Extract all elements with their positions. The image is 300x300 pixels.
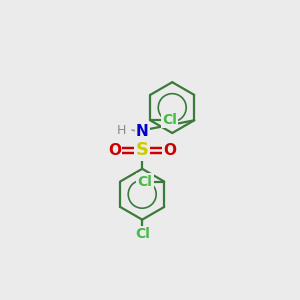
Text: O: O: [108, 143, 121, 158]
Text: N: N: [136, 124, 148, 140]
Text: H: H: [117, 124, 126, 136]
Text: S: S: [136, 141, 149, 159]
Text: Cl: Cl: [138, 175, 152, 188]
Text: Cl: Cl: [135, 227, 150, 241]
Text: O: O: [164, 143, 176, 158]
Text: Cl: Cl: [162, 113, 177, 127]
